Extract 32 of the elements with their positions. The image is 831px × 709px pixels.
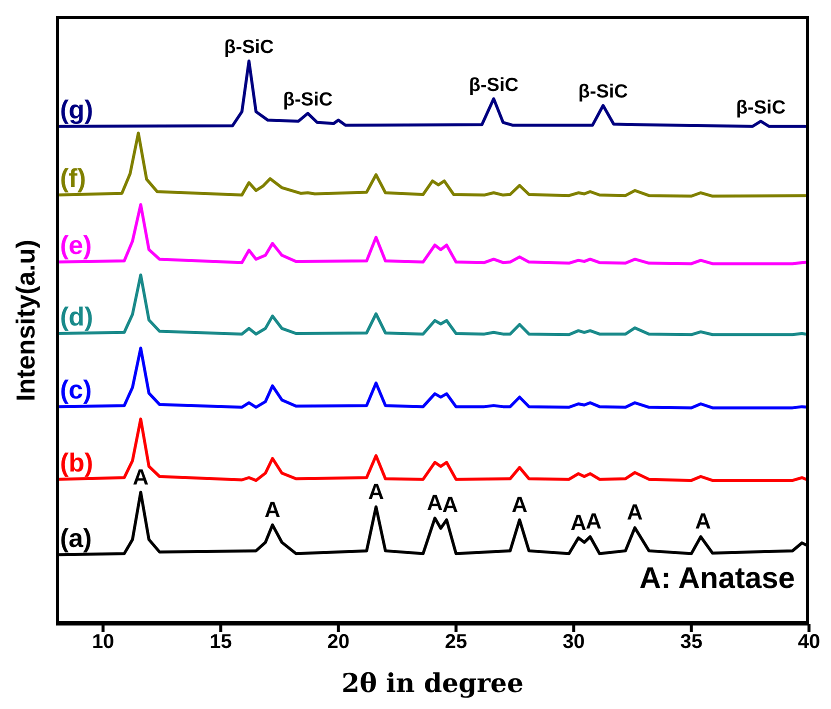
annotation: β-SiC (578, 82, 628, 103)
annotation: β-SiC (224, 37, 274, 58)
series-label: (e) (60, 230, 92, 260)
annotation: β-SiC (468, 74, 519, 96)
series-label: (g) (60, 94, 94, 124)
x-tick-label: 35 (680, 631, 702, 654)
series-label: (f) (60, 163, 86, 194)
x-tick-label: 20 (327, 631, 350, 654)
series-label: (a) (60, 522, 92, 553)
annotation: A (442, 492, 458, 517)
annotation: A: Anatase (639, 562, 795, 596)
x-tick-label: 40 (798, 631, 820, 654)
annotation: β-SiC (282, 89, 333, 110)
x-tick-label: 15 (210, 631, 232, 654)
y-axis-title: Intensity(a.u) (10, 239, 42, 401)
annotation: A (132, 464, 149, 490)
annotation: A (264, 496, 281, 522)
annotation: A (570, 510, 586, 535)
x-tick-label: 30 (562, 631, 585, 654)
series-label: (d) (60, 302, 94, 332)
x-axis-title: 2θ in degree (342, 669, 524, 699)
x-tick-label: 25 (444, 631, 468, 654)
annotation: A (586, 508, 602, 534)
annotation: β-SiC (736, 97, 786, 118)
annotation: A (626, 500, 643, 525)
x-tick-label: 10 (92, 631, 114, 654)
annotation: A (426, 490, 443, 516)
annotation: A (695, 508, 712, 534)
annotation: A (368, 478, 384, 504)
series-label: (c) (60, 374, 92, 405)
series-label: (b) (60, 447, 94, 478)
annotation: A (512, 492, 528, 517)
